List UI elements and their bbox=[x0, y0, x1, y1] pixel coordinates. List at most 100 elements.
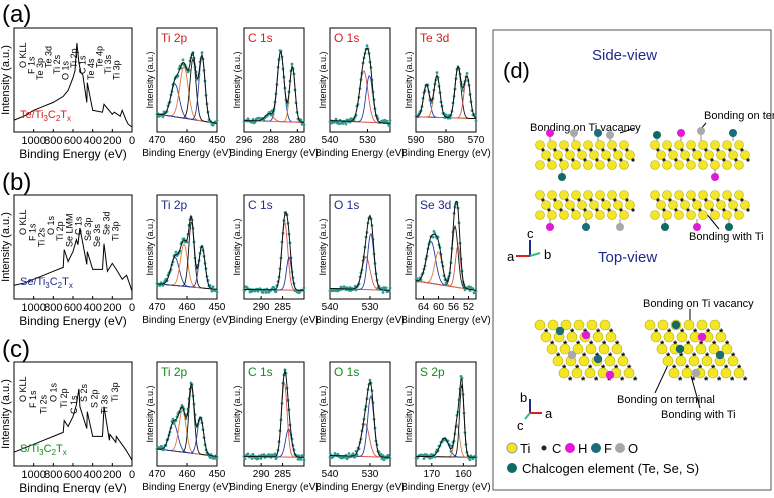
ti-atom bbox=[577, 200, 587, 210]
term-atom bbox=[546, 129, 554, 137]
side-view-title: Side-view bbox=[592, 47, 657, 64]
hr-ylabel: Intensity (a.u.) bbox=[404, 218, 414, 275]
hr-tick-label: 470 bbox=[149, 469, 166, 480]
ti-atom bbox=[710, 160, 720, 170]
hr-data-point bbox=[435, 71, 439, 75]
survey-peak-label: Ti 2p bbox=[55, 221, 65, 241]
hr-component bbox=[329, 232, 390, 291]
hr-tick-label: 280 bbox=[289, 135, 306, 146]
ti-atom bbox=[692, 150, 702, 160]
hr-xlabel: Binding Energy (eV) bbox=[401, 148, 491, 159]
surface-atom-top bbox=[593, 354, 603, 364]
ti-atom bbox=[662, 190, 672, 200]
hr-plot-2-0: Intensity (a.u.) Ti 2p 470 460 450 Binding En… bbox=[142, 361, 232, 493]
hr-tick-label: 285 bbox=[274, 469, 291, 480]
ti-atom bbox=[613, 150, 623, 160]
ti-atom bbox=[674, 190, 684, 200]
term-atom bbox=[697, 127, 705, 135]
ti-atom-top bbox=[599, 319, 611, 331]
ti-atom-top bbox=[534, 319, 546, 331]
survey-peak-label: Se 3p bbox=[83, 217, 93, 241]
ti-atom-top bbox=[546, 343, 558, 355]
hr-component bbox=[244, 380, 304, 458]
hr-component bbox=[244, 256, 304, 291]
ann-withti-side: Bonding with Ti bbox=[689, 231, 764, 243]
ti-atom bbox=[577, 150, 587, 160]
ti-atom bbox=[565, 150, 575, 160]
axis-triad-top: b a c bbox=[517, 390, 553, 433]
axis-label-b: b bbox=[544, 247, 551, 262]
hr-data-point bbox=[174, 250, 178, 254]
hr-plot-0-3: Intensity (a.u.) Te 3d 590 580 570 Binding En… bbox=[401, 27, 491, 159]
term-atom bbox=[606, 131, 614, 139]
ti-atom bbox=[583, 210, 593, 220]
term-atom bbox=[677, 129, 685, 137]
ti-atom bbox=[710, 210, 720, 220]
hr-plot-0-2: Intensity (a.u.) O 1s 540 530 Binding Energy… bbox=[315, 27, 405, 159]
hr-tick-label: 530 bbox=[362, 469, 379, 480]
hr-tick-label: 470 bbox=[149, 302, 166, 313]
hr-tick-label: 52 bbox=[463, 302, 475, 313]
ti-atom bbox=[589, 200, 599, 210]
hr-frame bbox=[243, 27, 305, 133]
hr-data-point bbox=[211, 285, 215, 289]
legend-swatch-chalcogen bbox=[507, 463, 517, 473]
term-atom bbox=[661, 223, 669, 231]
c-star: * bbox=[691, 375, 696, 387]
hr-data-point bbox=[347, 452, 351, 455]
hr-data-point bbox=[422, 457, 426, 460]
hr-data-point bbox=[243, 457, 247, 461]
ti-atom bbox=[601, 200, 611, 210]
hr-envelope bbox=[329, 380, 390, 458]
hr-title: Ti 2p bbox=[161, 365, 188, 379]
hr-component bbox=[244, 221, 304, 291]
ti-atom bbox=[583, 160, 593, 170]
hr-data-point bbox=[215, 290, 219, 294]
hr-ylabel: Intensity (a.u.) bbox=[145, 385, 155, 442]
ti-atom bbox=[571, 160, 581, 170]
ti-atom bbox=[668, 200, 678, 210]
hr-title: S 2p bbox=[420, 365, 445, 379]
ti-atom bbox=[571, 210, 581, 220]
ti-atom bbox=[704, 200, 714, 210]
hr-xlabel: Binding Energy (eV) bbox=[315, 315, 405, 326]
survey-peak-label: O KLL bbox=[18, 376, 28, 402]
ti-atom bbox=[698, 160, 708, 170]
ti-atom-top bbox=[552, 355, 564, 367]
ti-atom bbox=[686, 190, 696, 200]
hr-envelope bbox=[244, 50, 305, 123]
ti-atom-top bbox=[547, 319, 559, 331]
hr-data-point bbox=[449, 450, 453, 453]
ti-atom bbox=[583, 140, 593, 150]
hr-data-point bbox=[160, 445, 164, 449]
c-star: * bbox=[743, 375, 748, 387]
hr-plot-0-1: Intensity (a.u.) C 1s 296 288 280 Binding Ene… bbox=[229, 27, 319, 159]
hr-ylabel: Intensity (a.u.) bbox=[404, 51, 414, 108]
surface-atom-top bbox=[581, 330, 591, 340]
term-atom bbox=[594, 129, 602, 137]
legend-label-chalcogen: Chalcogen element (Te, Se, S) bbox=[522, 461, 699, 476]
ann-terminal-top: Bonding on terminal bbox=[617, 394, 715, 406]
hr-plot-2-1: Intensity (a.u.) C 1s 290 285 Binding Energy… bbox=[229, 361, 319, 493]
survey-peak-label: Te 4s bbox=[86, 58, 96, 80]
surface-atom-top bbox=[567, 350, 577, 360]
hr-envelope bbox=[329, 47, 390, 124]
surface-atom-top bbox=[555, 326, 565, 336]
ti-atom-top bbox=[611, 343, 623, 355]
hr-data-point bbox=[299, 118, 303, 122]
ti-atom bbox=[595, 210, 605, 220]
ti-atom bbox=[722, 210, 732, 220]
hr-data-point bbox=[256, 457, 260, 461]
survey-sample-label: S/Ti3C2Tx bbox=[20, 443, 67, 457]
hr-tick-label: 288 bbox=[262, 135, 279, 146]
ti-atom bbox=[589, 150, 599, 160]
ti-atom bbox=[535, 160, 545, 170]
ti-atom bbox=[656, 200, 666, 210]
hr-data-point bbox=[251, 452, 255, 456]
hr-xlabel: Binding Energy (eV) bbox=[401, 315, 491, 326]
term-atom bbox=[616, 223, 624, 231]
hr-ylabel: Intensity (a.u.) bbox=[145, 218, 155, 275]
axis-label-b-top: b bbox=[520, 390, 527, 405]
hr-xlabel: Binding Energy (eV) bbox=[229, 315, 319, 326]
